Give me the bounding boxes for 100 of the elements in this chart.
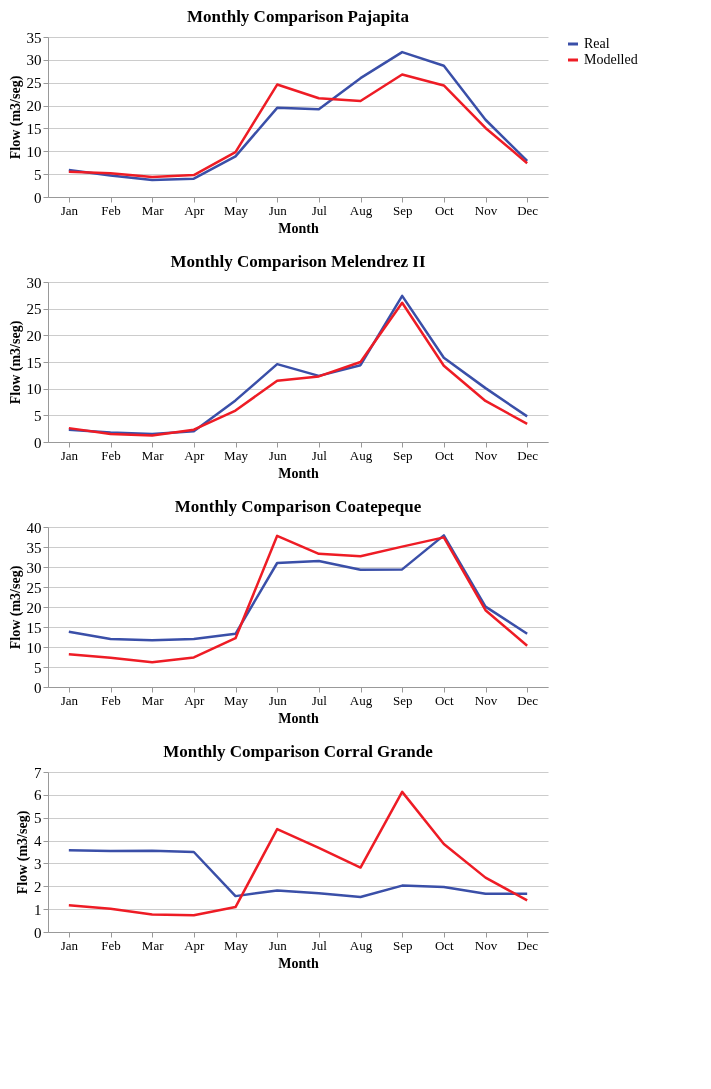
x-tick-label: May — [224, 447, 249, 463]
x-tick-label: Nov — [474, 937, 498, 953]
y-tick-label: 10 — [26, 639, 42, 656]
x-tick-label: Dec — [517, 202, 539, 218]
y-tick-label: 30 — [26, 274, 42, 291]
y-tick-label: 20 — [26, 98, 42, 115]
y-tick-label: 40 — [26, 519, 42, 536]
x-tick-label: Feb — [101, 692, 121, 708]
x-tick-label: Feb — [101, 937, 121, 953]
x-tick-label: Sep — [392, 692, 413, 708]
y-tick-label: 1 — [34, 901, 42, 918]
y-axis-title: Flow (m3/seg) — [7, 320, 24, 405]
x-tick-label: Jan — [60, 202, 79, 218]
legend-label: Real — [584, 36, 610, 51]
y-tick-label: 35 — [26, 29, 42, 46]
x-tick-label: Feb — [101, 202, 121, 218]
x-tick-label: Jan — [60, 937, 79, 953]
y-axis-title: Flow (m3/seg) — [15, 810, 31, 895]
x-tick-label: Dec — [517, 447, 539, 463]
y-tick-label: 15 — [26, 619, 42, 636]
x-tick-label: Jun — [268, 202, 288, 218]
x-tick-label: Aug — [349, 447, 373, 463]
y-tick-label: 2 — [34, 878, 42, 895]
x-tick-label: Aug — [349, 202, 373, 218]
x-tick-label: May — [224, 937, 249, 953]
x-tick-label: Jul — [311, 447, 328, 463]
x-tick-label: Mar — [141, 447, 165, 463]
x-tick-label: Jul — [311, 937, 328, 953]
x-tick-label: Jul — [311, 692, 328, 708]
y-tick-label: 15 — [26, 120, 42, 137]
x-tick-label: Mar — [141, 937, 165, 953]
x-tick-label: Sep — [392, 202, 413, 218]
y-tick-label: 0 — [34, 434, 42, 451]
y-tick-label: 25 — [26, 579, 42, 596]
x-tick-label: Apr — [184, 447, 206, 463]
y-tick-label: 0 — [34, 924, 42, 941]
x-axis-title: Month — [278, 955, 319, 971]
x-tick-label: Aug — [349, 692, 373, 708]
x-tick-label: Sep — [392, 937, 413, 953]
line-series — [67, 534, 529, 664]
x-tick-label: Apr — [184, 692, 206, 708]
x-axis-title: Month — [278, 220, 319, 236]
x-tick-label: Mar — [141, 202, 165, 218]
y-tick-label: 5 — [34, 659, 42, 676]
x-axis-title: Month — [278, 710, 319, 726]
x-tick-label: Dec — [517, 937, 539, 953]
y-tick-label: 25 — [26, 75, 42, 92]
y-axis-title: Flow (m3/seg) — [7, 75, 24, 160]
y-tick-label: 20 — [26, 599, 42, 616]
y-tick-label: 20 — [26, 327, 42, 344]
x-tick-label: Jun — [268, 447, 288, 463]
x-tick-label: Oct — [434, 692, 455, 708]
x-tick-label: May — [224, 692, 249, 708]
line-series — [67, 848, 529, 899]
chart-title: Monthly Comparison Coatepeque — [174, 497, 422, 516]
x-tick-label: Nov — [474, 447, 498, 463]
x-tick-label: Apr — [184, 202, 206, 218]
chart-title: Monthly Comparison Pajapita — [187, 7, 410, 26]
y-tick-label: 5 — [34, 810, 42, 827]
x-tick-label: Jan — [60, 692, 79, 708]
x-tick-label: Jan — [60, 447, 79, 463]
x-tick-label: Nov — [474, 202, 498, 218]
y-tick-label: 10 — [26, 381, 42, 398]
x-tick-label: Oct — [434, 447, 455, 463]
y-tick-label: 4 — [34, 833, 42, 850]
y-tick-label: 15 — [26, 354, 42, 371]
x-axis-title: Month — [278, 465, 319, 481]
chart-title: Monthly Comparison Corral Grande — [163, 742, 434, 761]
y-tick-label: 7 — [34, 764, 42, 781]
x-tick-label: Mar — [141, 692, 165, 708]
chart-title: Monthly Comparison Melendrez II — [170, 252, 426, 271]
line-series — [67, 790, 529, 917]
y-tick-label: 0 — [34, 189, 42, 206]
x-tick-label: May — [224, 202, 249, 218]
x-tick-label: Jul — [311, 202, 328, 218]
line-series — [67, 534, 529, 642]
y-tick-label: 30 — [26, 52, 42, 69]
line-series — [67, 73, 529, 179]
x-tick-label: Jun — [268, 937, 288, 953]
x-tick-label: Apr — [184, 937, 206, 953]
y-tick-label: 5 — [34, 407, 42, 424]
x-tick-label: Feb — [101, 447, 121, 463]
y-tick-label: 6 — [34, 787, 42, 804]
x-tick-label: Nov — [474, 692, 498, 708]
x-tick-label: Sep — [392, 447, 413, 463]
y-tick-label: 30 — [26, 559, 42, 576]
y-tick-label: 10 — [26, 143, 42, 160]
y-tick-label: 25 — [26, 301, 42, 318]
y-tick-label: 5 — [34, 166, 42, 183]
x-tick-label: Oct — [434, 937, 455, 953]
x-tick-label: Oct — [434, 202, 455, 218]
y-tick-label: 35 — [26, 539, 42, 556]
y-tick-label: 3 — [34, 855, 42, 872]
y-tick-label: 0 — [34, 679, 42, 696]
line-series — [67, 50, 529, 182]
x-tick-label: Dec — [517, 692, 539, 708]
y-axis-title: Flow (m3/seg) — [7, 565, 24, 650]
x-tick-label: Aug — [349, 937, 373, 953]
x-tick-label: Jun — [268, 692, 288, 708]
legend-label: Modelled — [584, 52, 638, 67]
